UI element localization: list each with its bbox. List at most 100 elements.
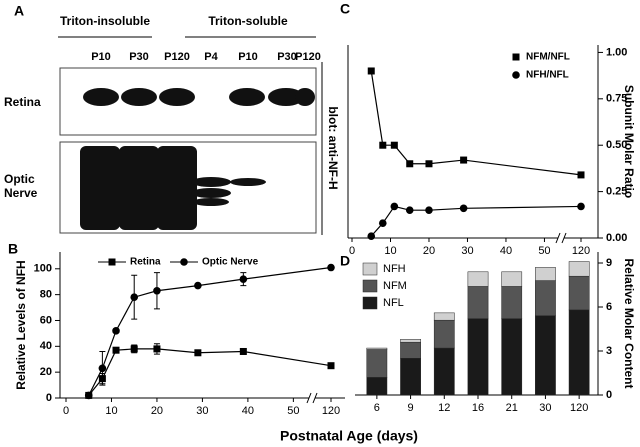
row-label: Optic Nerve <box>4 172 38 200</box>
marker <box>327 263 335 272</box>
x-tick-label: 120 <box>322 405 340 417</box>
x-tick-label: 40 <box>500 245 512 257</box>
bar-segment <box>535 280 556 317</box>
y-tick-label: 100 <box>34 263 52 275</box>
bar-segment <box>568 261 590 277</box>
lane-label: P120 <box>295 51 321 63</box>
axis-break <box>555 232 561 244</box>
x-tick-label: 30 <box>461 245 473 257</box>
legend-swatch <box>362 262 378 276</box>
panel-label: B <box>8 241 18 257</box>
band <box>159 88 195 106</box>
bar-segment <box>400 358 421 396</box>
x-tick-label: 40 <box>242 405 254 417</box>
x-tick-label: 21 <box>506 402 518 414</box>
bar-segment <box>535 267 556 281</box>
axis-break <box>306 392 312 404</box>
marker <box>367 232 376 240</box>
marker <box>390 202 399 211</box>
group-title: Triton-soluble <box>208 14 288 28</box>
x-tick-label: 30 <box>196 405 208 417</box>
marker <box>153 345 161 353</box>
bar-segment <box>501 318 523 396</box>
bar-segment <box>366 349 388 378</box>
band <box>83 88 119 106</box>
band <box>193 198 229 206</box>
y-tick-label: 60 <box>40 314 52 326</box>
lane-label: P120 <box>164 51 190 63</box>
x-tick-label: 50 <box>287 405 299 417</box>
bands <box>80 88 315 230</box>
bar-segment <box>467 271 489 287</box>
marker <box>153 286 161 295</box>
marker <box>390 141 398 149</box>
lane-label: P30 <box>129 51 149 63</box>
bar-segment <box>467 318 489 396</box>
series-line <box>88 348 332 396</box>
marker <box>327 362 335 370</box>
band <box>230 178 266 186</box>
series-line <box>370 70 582 176</box>
legend-marker <box>512 53 520 61</box>
x-tick-label: 20 <box>151 405 163 417</box>
x-tick-label: 16 <box>472 402 484 414</box>
legend-marker <box>180 258 188 266</box>
y-tick-label: 0.00 <box>606 232 627 244</box>
marker <box>459 204 468 213</box>
y-tick-label: 0 <box>606 389 612 401</box>
axis-break-gap <box>558 232 564 244</box>
marker <box>405 206 414 214</box>
legend-label: NFH <box>383 263 406 275</box>
y-tick-label: 3 <box>606 345 612 357</box>
y-axis-title: Relative Levels of NFH <box>14 260 28 389</box>
bar-segment <box>467 286 489 319</box>
legend-label: Retina <box>130 257 161 268</box>
x-tick-label: 9 <box>408 402 414 414</box>
marker <box>194 349 202 357</box>
marker <box>577 171 585 179</box>
panel-label: D <box>340 253 350 269</box>
legend-label: NFM/NFL <box>526 52 570 63</box>
marker <box>130 345 138 353</box>
x-tick-label: 10 <box>384 245 396 257</box>
x-tick-label: 0 <box>63 405 69 417</box>
y-tick-label: 20 <box>40 366 52 378</box>
band <box>229 88 265 106</box>
band <box>295 88 315 106</box>
x-tick-label: 30 <box>539 402 551 414</box>
x-tick-label: 12 <box>438 402 450 414</box>
x-tick-label: 0 <box>349 245 355 257</box>
marker <box>406 160 414 168</box>
axis-break <box>561 232 567 244</box>
y-axis-title: Relative Molar Content <box>622 258 636 388</box>
bar-segment <box>366 347 388 350</box>
y-tick-label: 0 <box>46 392 52 404</box>
y-tick-label: 80 <box>40 289 52 301</box>
y-tick-label: 0.25 <box>606 186 627 198</box>
y-tick-label: 6 <box>606 301 612 313</box>
bar-segment <box>366 377 388 396</box>
marker <box>460 156 468 164</box>
bar-segment <box>568 275 590 311</box>
band <box>121 88 157 106</box>
x-tick-label: 50 <box>538 245 550 257</box>
legend-marker <box>108 258 116 266</box>
band <box>119 146 159 230</box>
band <box>157 146 197 230</box>
x-tick-label: 10 <box>105 405 117 417</box>
row-label: Retina <box>4 95 41 109</box>
legend-label: NFM <box>383 280 407 292</box>
marker <box>379 141 387 149</box>
bar-segment <box>535 315 556 396</box>
panel-label: C <box>340 1 350 17</box>
panel-label: A <box>14 3 24 19</box>
lane-label: P4 <box>204 51 218 63</box>
marker <box>84 391 93 400</box>
band <box>80 146 120 230</box>
side-label: blot: anti-NF-H <box>326 106 340 189</box>
marker <box>112 346 120 354</box>
marker <box>577 202 585 211</box>
y-axis-title: Subunit Molar Ratio <box>622 85 636 198</box>
